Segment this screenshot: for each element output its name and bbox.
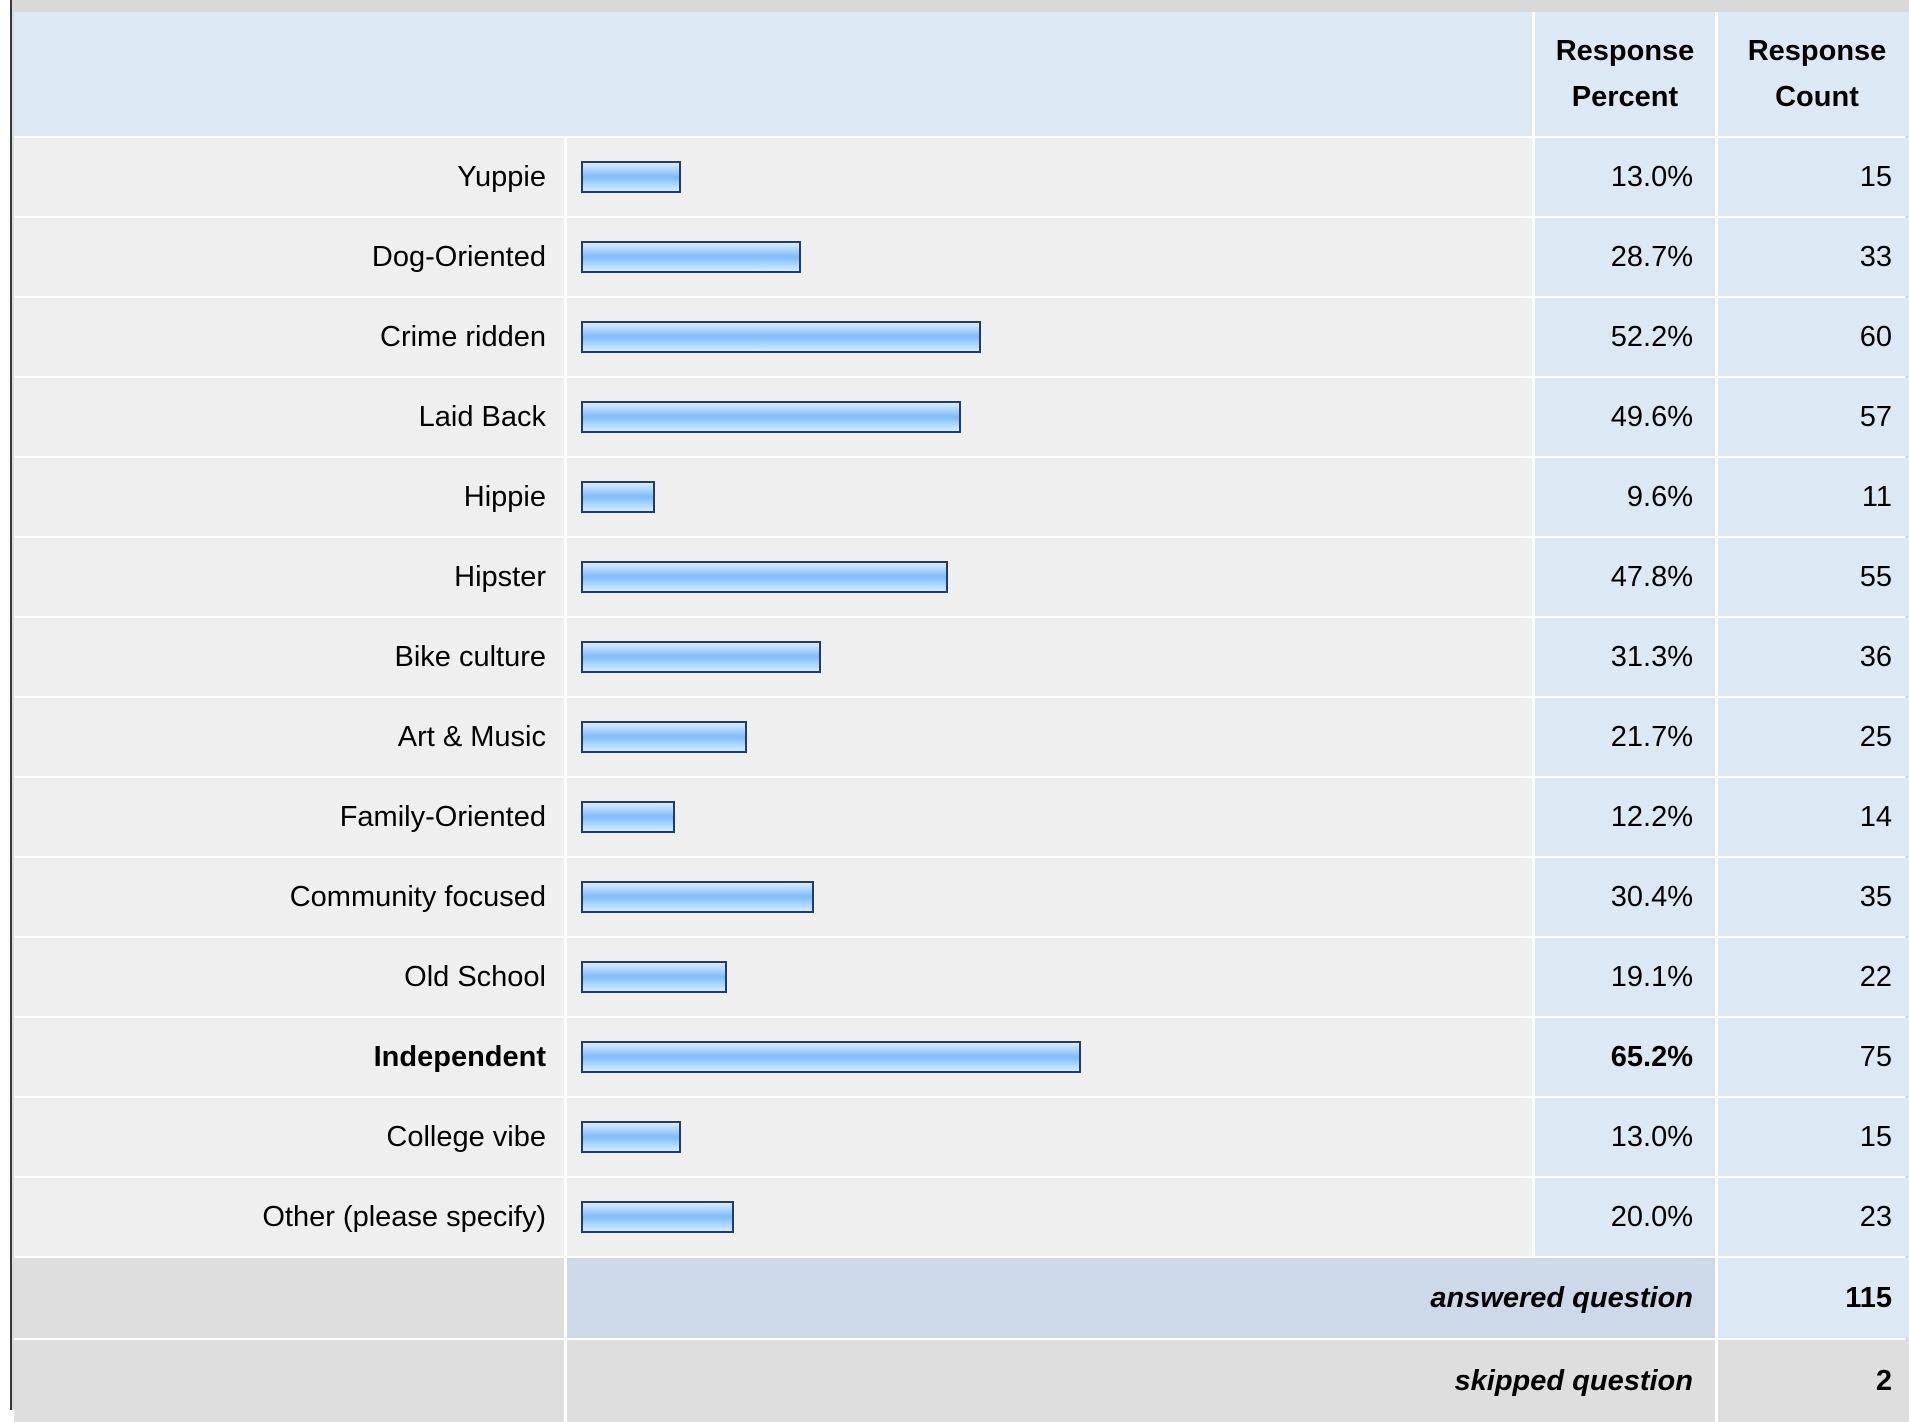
bar bbox=[581, 721, 747, 753]
response-percent: 65.2% bbox=[1535, 1018, 1715, 1096]
answered-question-count: 115 bbox=[1718, 1258, 1909, 1338]
response-count: 57 bbox=[1718, 378, 1909, 456]
bar bbox=[581, 481, 655, 513]
response-percent: 31.3% bbox=[1535, 618, 1715, 696]
bar-cell bbox=[567, 218, 1532, 296]
bar bbox=[581, 401, 961, 433]
response-percent: 47.8% bbox=[1535, 538, 1715, 616]
response-percent: 20.0% bbox=[1535, 1178, 1715, 1256]
bar bbox=[581, 1201, 734, 1233]
row-label: Community focused bbox=[14, 858, 564, 936]
bar-cell bbox=[567, 1018, 1532, 1096]
row-label: Yuppie bbox=[14, 138, 564, 216]
row-label: Crime ridden bbox=[14, 298, 564, 376]
top-strip bbox=[12, 0, 1909, 12]
response-count-header: Response Count bbox=[1718, 12, 1909, 136]
response-count: 25 bbox=[1718, 698, 1909, 776]
response-count: 15 bbox=[1718, 138, 1909, 216]
response-percent-header: Response Percent bbox=[1535, 12, 1715, 136]
bar-cell bbox=[567, 378, 1532, 456]
row-label: Bike culture bbox=[14, 618, 564, 696]
bar bbox=[581, 561, 948, 593]
row-label: Independent bbox=[14, 1018, 564, 1096]
bar-cell bbox=[567, 618, 1532, 696]
bar bbox=[581, 1041, 1081, 1073]
bar-cell bbox=[567, 458, 1532, 536]
response-count-header-text: Response Count bbox=[1747, 35, 1887, 113]
response-percent: 9.6% bbox=[1535, 458, 1715, 536]
bar bbox=[581, 241, 801, 273]
row-label: Art & Music bbox=[14, 698, 564, 776]
response-count: 33 bbox=[1718, 218, 1909, 296]
bar bbox=[581, 801, 675, 833]
response-percent: 30.4% bbox=[1535, 858, 1715, 936]
bar-cell bbox=[567, 778, 1532, 856]
response-percent-header-text: Response Percent bbox=[1555, 35, 1695, 113]
response-percent: 21.7% bbox=[1535, 698, 1715, 776]
bar-cell bbox=[567, 698, 1532, 776]
response-percent: 28.7% bbox=[1535, 218, 1715, 296]
skipped-blank bbox=[14, 1340, 564, 1422]
row-label: Family-Oriented bbox=[14, 778, 564, 856]
answered-blank bbox=[14, 1258, 564, 1338]
bar bbox=[581, 161, 681, 193]
results-table: Response Percent Response Count Yuppie 13… bbox=[14, 12, 1909, 1422]
header-blank bbox=[14, 12, 1532, 136]
response-count: 11 bbox=[1718, 458, 1909, 536]
answered-question-label: answered question bbox=[567, 1258, 1715, 1338]
row-label: Hipster bbox=[14, 538, 564, 616]
response-percent: 12.2% bbox=[1535, 778, 1715, 856]
skipped-question-count: 2 bbox=[1718, 1340, 1909, 1422]
response-count: 55 bbox=[1718, 538, 1909, 616]
row-label: Hippie bbox=[14, 458, 564, 536]
response-percent: 52.2% bbox=[1535, 298, 1715, 376]
bar bbox=[581, 641, 821, 673]
bar-cell bbox=[567, 938, 1532, 1016]
bar-cell bbox=[567, 298, 1532, 376]
row-label: Old School bbox=[14, 938, 564, 1016]
response-count: 22 bbox=[1718, 938, 1909, 1016]
row-label: Laid Back bbox=[14, 378, 564, 456]
bar-cell bbox=[567, 538, 1532, 616]
bar bbox=[581, 881, 814, 913]
response-count: 35 bbox=[1718, 858, 1909, 936]
skipped-question-label: skipped question bbox=[567, 1340, 1715, 1422]
response-count: 36 bbox=[1718, 618, 1909, 696]
row-label: Dog-Oriented bbox=[14, 218, 564, 296]
response-percent: 13.0% bbox=[1535, 1098, 1715, 1176]
response-count: 23 bbox=[1718, 1178, 1909, 1256]
response-percent: 13.0% bbox=[1535, 138, 1715, 216]
response-percent: 49.6% bbox=[1535, 378, 1715, 456]
bar-cell bbox=[567, 138, 1532, 216]
bar-cell bbox=[567, 1098, 1532, 1176]
bar bbox=[581, 961, 727, 993]
row-label: College vibe bbox=[14, 1098, 564, 1176]
response-count: 60 bbox=[1718, 298, 1909, 376]
response-count: 15 bbox=[1718, 1098, 1909, 1176]
survey-results-frame: Response Percent Response Count Yuppie 13… bbox=[10, 0, 1909, 1422]
bar bbox=[581, 321, 981, 353]
row-label: Other (please specify) bbox=[14, 1178, 564, 1256]
bar-cell bbox=[567, 1178, 1532, 1256]
bar bbox=[581, 1121, 681, 1153]
response-count: 75 bbox=[1718, 1018, 1909, 1096]
bar-cell bbox=[567, 858, 1532, 936]
response-count: 14 bbox=[1718, 778, 1909, 856]
response-percent: 19.1% bbox=[1535, 938, 1715, 1016]
